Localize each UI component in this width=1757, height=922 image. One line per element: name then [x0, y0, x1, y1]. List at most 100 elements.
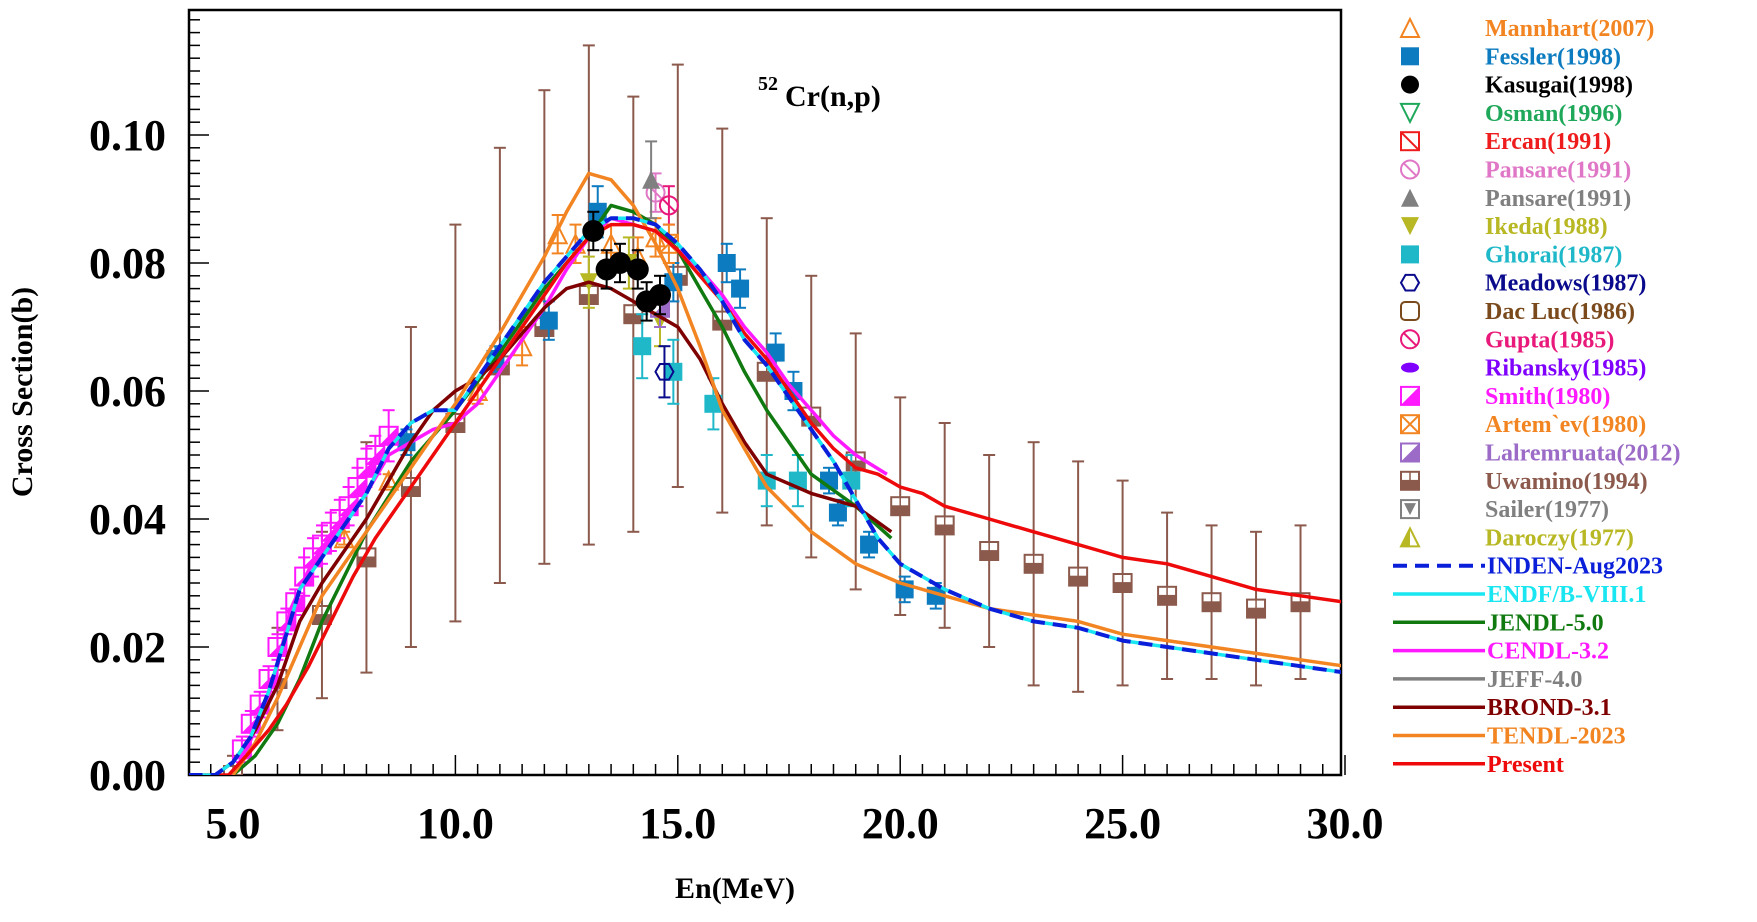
legend-item-sailer-1977: Sailer(1977) [1400, 497, 1609, 523]
marker-shape [980, 550, 999, 560]
marker-shape [891, 505, 910, 516]
legend-label: Gupta(1985) [1485, 327, 1614, 353]
series-tendl-2023 [231, 171, 1341, 775]
marker-shape [1024, 562, 1043, 573]
marker-shape [757, 370, 776, 381]
legend-marker-icon [1399, 526, 1421, 548]
legend-marker-icon [1400, 470, 1420, 491]
marker-shape [1401, 217, 1419, 236]
legend-item-lalremruata-2012: Lalremruata(2012) [1400, 441, 1681, 467]
series-brond-3-1-line [214, 280, 893, 775]
y-tick-label: 0.10 [89, 111, 166, 160]
data-point [890, 496, 911, 517]
legend-label: Ikeda(1988) [1485, 214, 1608, 240]
marker-shape [547, 222, 569, 245]
legend-marker-icon [1399, 273, 1421, 292]
y-tick-label: 0.00 [89, 751, 166, 800]
marker-shape [649, 284, 672, 306]
legend-marker-icon [1399, 16, 1421, 38]
marker-shape [1400, 131, 1420, 152]
legend-item-mannhart-2007: Mannhart(2007) [1399, 16, 1654, 42]
legend-marker-icon [1401, 362, 1419, 373]
marker-shape [1399, 102, 1421, 125]
legend-label: BROND-3.1 [1487, 695, 1612, 721]
series-present [189, 222, 1341, 775]
legend-marker-icon [1400, 442, 1420, 463]
legend-item-smith-1980: Smith(1980) [1400, 384, 1610, 410]
y-tick-label: 0.04 [89, 495, 166, 544]
data-point [654, 363, 675, 381]
legend-item-cendl-3-2: CENDL-3.2 [1393, 639, 1609, 665]
marker-shape [1401, 47, 1419, 66]
x-tick-label: 5.0 [206, 799, 261, 848]
marker-shape [582, 220, 605, 242]
marker-shape [624, 313, 643, 324]
data-point [934, 515, 955, 536]
marker-shape [357, 556, 376, 567]
marker-shape [1401, 362, 1419, 373]
marker-shape [935, 524, 954, 535]
series-pansare-1991 [642, 140, 661, 220]
marker-shape [1400, 301, 1420, 321]
marker-shape [1202, 601, 1221, 612]
marker-shape [846, 460, 865, 471]
data-point [547, 222, 569, 245]
data-point [1157, 585, 1178, 606]
data-point [1290, 592, 1311, 613]
series-tendl-2023-line [231, 171, 1341, 775]
legend-item-inden-aug2023: INDEN-Aug2023 [1393, 554, 1663, 580]
series-cendl-3-2-line [231, 216, 888, 775]
marker-shape [658, 195, 679, 216]
legend-marker-icon [1400, 499, 1420, 520]
legend-item-tendl-2023: TENDL-2023 [1393, 724, 1626, 750]
legend-marker-icon [1400, 159, 1420, 180]
legend-label: Daroczy(1977) [1485, 525, 1634, 551]
legend-marker-icon [1400, 414, 1420, 435]
marker-shape [401, 486, 420, 496]
marker-shape [348, 478, 367, 496]
marker-shape [626, 258, 649, 281]
x-tick-label: 10.0 [417, 799, 494, 848]
marker-shape [379, 426, 398, 445]
legend-label: Ghorai(1987) [1485, 242, 1622, 268]
marker-shape [1400, 414, 1420, 435]
marker-shape [1401, 188, 1419, 207]
data-point [658, 195, 679, 216]
marker-shape [1158, 594, 1177, 605]
data-point [539, 311, 558, 330]
series-endf-b-viii-1 [189, 216, 1341, 775]
data-point [828, 503, 847, 522]
marker-shape [378, 469, 400, 491]
series-meadows-1987 [654, 345, 675, 399]
marker-shape [608, 252, 631, 274]
legend-marker-icon [1400, 131, 1420, 152]
legend-item-pansare-1991: Pansare(1991) [1401, 186, 1631, 212]
legend-label: Pansare(1991) [1485, 158, 1631, 184]
legend-item-daroczy-1977: Daroczy(1977) [1399, 525, 1634, 551]
legend-label: CENDL-3.2 [1487, 639, 1609, 665]
data-point [717, 254, 736, 272]
marker-shape [366, 446, 385, 464]
x-axis-ticks: 5.0 10.0 15.0 20.0 25.0 30.0 [206, 755, 1384, 848]
legend-label: Lalremruata(2012) [1485, 441, 1681, 467]
marker-shape [1247, 607, 1266, 618]
legend-item-ercan-1991: Ercan(1991) [1400, 129, 1611, 155]
marker-shape [717, 254, 736, 272]
series-present-line [189, 222, 1341, 775]
data-point [467, 379, 489, 401]
y-tick-label: 0.02 [89, 623, 166, 672]
marker-shape [1402, 162, 1418, 177]
series-kasugai-1998 [582, 210, 672, 322]
marker-shape [661, 198, 676, 213]
legend-label: Sailer(1977) [1485, 497, 1609, 523]
legend-label: Meadows(1987) [1485, 271, 1646, 297]
chart-title: Cr(n,p) [785, 80, 881, 113]
marker-shape [1113, 582, 1132, 592]
data-point [1201, 592, 1222, 613]
legend-marker-icon [1400, 301, 1420, 321]
marker-shape [539, 311, 558, 330]
data-point [649, 284, 672, 306]
legend-item-ikeda-1988: Ikeda(1988) [1401, 214, 1608, 240]
legend-marker-icon [1400, 329, 1420, 350]
